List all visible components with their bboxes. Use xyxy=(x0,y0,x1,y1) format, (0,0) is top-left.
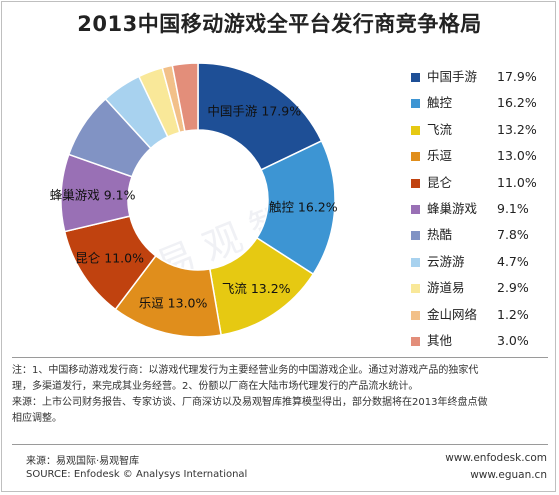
legend-swatch xyxy=(411,125,420,135)
legend-item: 中国手游 17.9% xyxy=(411,70,556,96)
legend-label: 游道易 xyxy=(427,280,465,296)
legend-label: 中国手游 xyxy=(427,69,478,84)
legend-swatch xyxy=(411,204,420,214)
legend-swatch xyxy=(411,284,420,294)
legend-item: 昆仑 11.0% xyxy=(411,174,556,202)
legend-item: 云游游 4.7% xyxy=(411,253,556,281)
legend-swatch xyxy=(411,73,420,82)
slice-data-label: 触控 16.2% xyxy=(269,200,338,215)
legend-swatch xyxy=(411,99,420,109)
legend-swatch xyxy=(411,178,420,188)
chart-title: 2013中国移动游戏全平台发行商竞争格局 xyxy=(77,12,482,36)
legend-value: 17.9% xyxy=(497,69,537,84)
slice-data-label: 昆仑 11.0% xyxy=(75,251,144,266)
legend-value: 4.7% xyxy=(497,253,529,269)
legend-swatch xyxy=(411,257,420,267)
donut-chart: 中国手游 17.9% 触控 16.2% 飞流 13.2% 乐逗 13.0% 昆仑 11.… xyxy=(50,62,338,338)
slice-data-label: 乐逗 13.0% xyxy=(139,296,208,311)
slice-data-label: 中国手游 17.9% xyxy=(207,104,301,119)
note-line: 理，多渠道发行，来完成其业务经营。2、份额以厂商在大陆市场代理发行的产品流水统计… xyxy=(12,381,419,392)
legend-swatch xyxy=(411,310,420,320)
site-link-enfodesk[interactable]: www.enfodesk.com xyxy=(445,452,547,464)
legend-value: 7.8% xyxy=(497,227,529,243)
legend-item: 金山网络 1.2% xyxy=(411,306,556,334)
legend-label: 金山网络 xyxy=(427,306,478,322)
legend-item: 游道易 2.9% xyxy=(411,281,556,307)
source-en: SOURCE: Enfodesk © Analysys Internationa… xyxy=(26,469,248,480)
legend-label: 乐逗 xyxy=(427,148,453,164)
legend-item: 触控 16.2% xyxy=(411,96,556,122)
legend-label: 蜂巢游戏 xyxy=(427,200,478,216)
legend-item: 飞流 13.2% xyxy=(411,121,556,149)
site-link-eguan[interactable]: www.eguan.cn xyxy=(470,469,547,481)
legend-swatch xyxy=(411,231,420,241)
legend-label: 触控 xyxy=(427,95,453,111)
pie-slice-11 xyxy=(171,62,199,133)
legend-label: 昆仑 xyxy=(427,174,453,190)
legend-value: 13.0% xyxy=(497,148,537,164)
legend-swatch xyxy=(411,152,420,162)
legend-label: 飞流 xyxy=(427,121,453,137)
legend-item: 其他 3.0% xyxy=(411,332,556,360)
legend-label: 云游游 xyxy=(427,253,465,269)
notes-block: 注：1、中国移动游戏发行商：以游戏代理发行为主要经营业务的中国游戏企业。通过对游… xyxy=(12,363,552,427)
note-line: 注：1、中国移动游戏发行商：以游戏代理发行为主要经营业务的中国游戏企业。通过对游… xyxy=(12,365,479,376)
legend-item: 热酷 7.8% xyxy=(411,228,556,254)
legend-value: 13.2% xyxy=(497,121,537,137)
slice-data-label: 飞流 13.2% xyxy=(222,281,291,296)
notes-top-divider xyxy=(12,357,548,358)
note-line: 相应调整。 xyxy=(12,413,62,424)
legend-item: 蜂巢游戏 9.1% xyxy=(411,200,556,228)
legend-item: 乐逗 13.0% xyxy=(411,149,556,175)
legend-value: 9.1% xyxy=(497,200,529,216)
legend-swatch xyxy=(411,336,420,346)
legend-value: 1.2% xyxy=(497,306,529,322)
slice-data-label: 蜂巢游戏 9.1% xyxy=(50,187,136,202)
footer-divider xyxy=(12,444,548,445)
legend-value: 2.9% xyxy=(497,280,529,296)
legend-value: 3.0% xyxy=(497,332,529,348)
source-cn: 来源：易观国际·易观智库 xyxy=(26,456,140,467)
legend-label: 其他 xyxy=(427,332,453,348)
legend-value: 16.2% xyxy=(497,95,537,111)
legend-value: 11.0% xyxy=(497,174,537,190)
chart-legend: 中国手游 17.9% 触控 16.2% 飞流 13.2% 乐逗 13.0% 昆仑 11.0% 蜂巢游… xyxy=(411,70,556,360)
legend-label: 热酷 xyxy=(427,227,453,243)
note-line: 来源：上市公司财务报告、专家访谈、厂商深访以及易观智库推算模型得出，部分数据将在… xyxy=(12,397,488,408)
